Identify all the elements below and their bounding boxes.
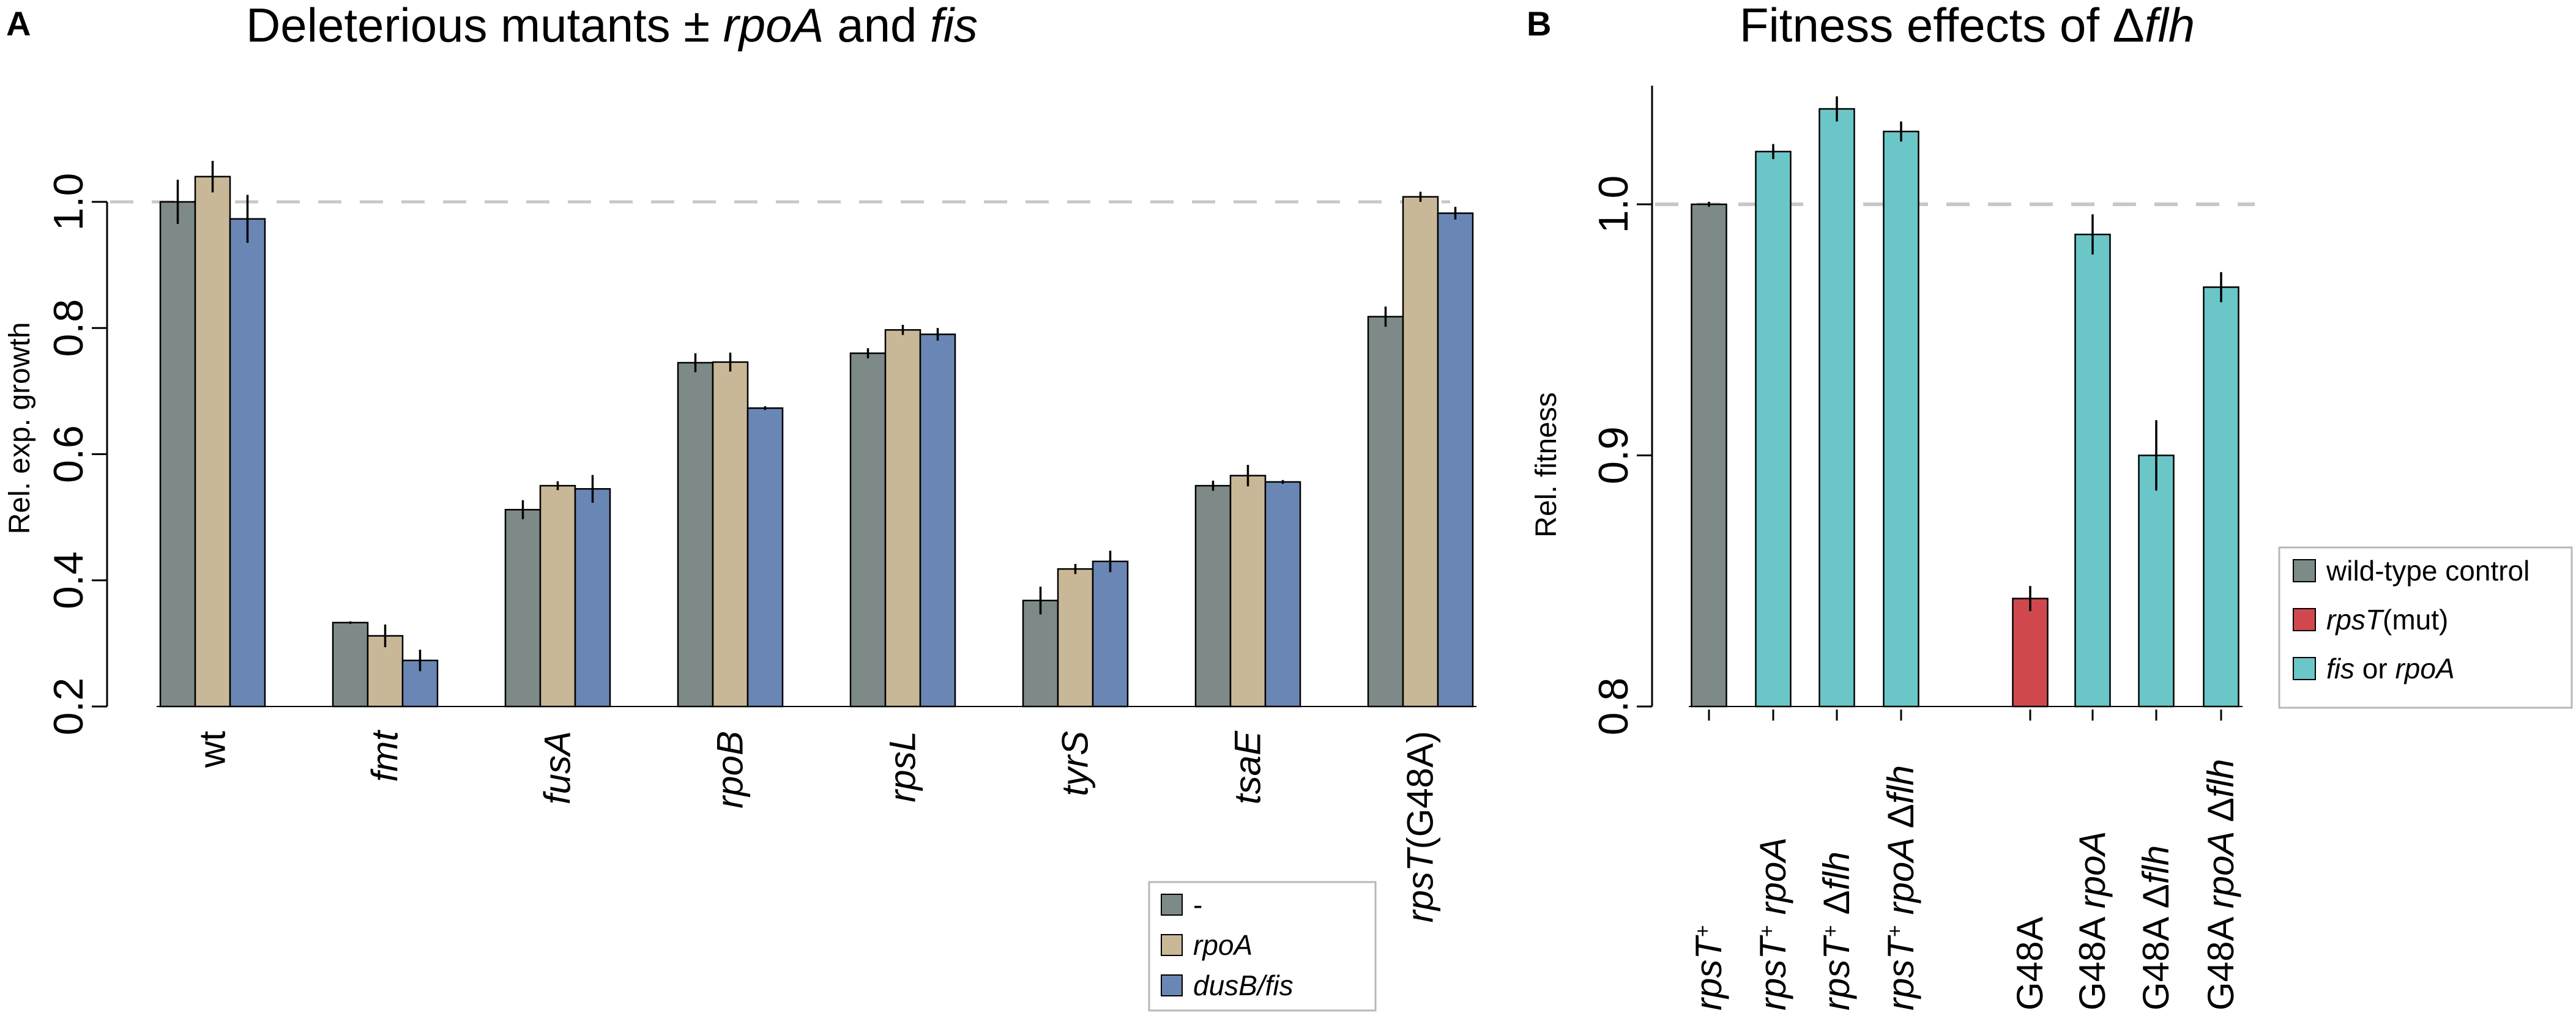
panel-b-y-ticks: 0.8 0.9 1.0	[1590, 176, 1652, 736]
panel-a-bars	[157, 160, 1476, 708]
legend-swatch-gray	[1161, 894, 1183, 916]
bar-rpsl-none	[849, 352, 887, 708]
bar-wt-none	[159, 201, 196, 708]
legend-label-none: -	[1193, 889, 1202, 921]
panel-a-legend-box	[1148, 881, 1377, 1012]
bar-rpob-rpoa	[712, 361, 749, 708]
bar-rpstplus-rpoa-dflh	[1883, 130, 1919, 708]
panel-b-bars	[1689, 96, 2243, 721]
bar-fmt-rpoa	[367, 635, 404, 708]
bar-tyrs-none	[1022, 599, 1059, 708]
bar-g48a-dflh	[2138, 454, 2175, 708]
bar-fusa-dusb-fis	[574, 488, 611, 708]
bar-fusa-none	[504, 509, 542, 708]
category-label-tsae: tsaE	[1227, 730, 1268, 804]
category-label-4: rpsT+ rpoA Δflh	[1880, 765, 1921, 1010]
bar-g48a-rpoa-dflh	[2203, 286, 2239, 708]
bar-rpst(g48a)-none	[1367, 316, 1404, 708]
bar-g48a-rpoa	[2074, 234, 2111, 708]
category-label-6: G48A rpoA	[2072, 831, 2113, 1010]
category-label-1: rpsT+	[1688, 925, 1729, 1010]
bar-wt-dusb-fis	[229, 218, 266, 708]
category-label-tyrs: tyrS	[1055, 731, 1096, 796]
panel-b-category-labels: rpsT+ rpsT+ rpoA rpsT+ Δflh rpsT+ rpoA Δflh…	[1688, 759, 2241, 1010]
bar-tsae-none	[1194, 484, 1232, 708]
panel-a-ytick-label: 1.0	[45, 173, 92, 231]
bar-rpstplus	[1691, 203, 1727, 708]
panel-b-title: Fitness effects of Δflh	[1740, 0, 2195, 52]
category-label-5: G48A	[2009, 917, 2050, 1010]
legend-label-1: wild-type control	[2326, 555, 2529, 587]
panel-a-ytick-label: 0.6	[45, 425, 92, 483]
legend-label-3: fis or rpoA	[2326, 653, 2455, 684]
bar-wt-rpoa	[194, 176, 231, 708]
panel-a-title: Deleterious mutants ± rpoA and fis	[246, 0, 978, 52]
panel-b-ytick-label: 0.9	[1590, 426, 1637, 484]
category-label-7: G48A Δflh	[2135, 845, 2176, 1010]
panel-a-ylabel: Rel. exp. growth	[4, 322, 36, 535]
category-label-2: rpsT+ rpoA	[1752, 837, 1793, 1010]
panel-a-letter: A	[6, 4, 31, 43]
category-label-fmt: fmt	[365, 730, 406, 782]
bar-rpsl-rpoa	[884, 329, 921, 708]
panel-a-y-ticks: 0.2 0.4 0.6 0.8 1.0	[45, 173, 107, 736]
category-label-rpsl: rpsL	[882, 731, 923, 803]
panel-b-ytick-label: 1.0	[1590, 176, 1637, 234]
category-label-wt: wt	[192, 731, 233, 768]
legend-swatch-red	[2293, 608, 2316, 631]
bar-fmt-none	[332, 621, 369, 708]
category-label-rpob: rpoB	[710, 731, 751, 809]
panel-b-ytick-label: 0.8	[1590, 678, 1637, 736]
category-label-rpstg48a: rpsT(G48A)	[1400, 731, 1441, 922]
panel-b-legend-box	[2278, 546, 2573, 709]
bar-g48a	[2012, 598, 2049, 708]
category-label-8: G48A rpoA Δflh	[2200, 759, 2241, 1010]
bar-tsae-dusb-fis	[1264, 481, 1301, 708]
category-label-fusa: fusA	[537, 731, 578, 804]
bar-rpstplus-dflh	[1818, 108, 1855, 708]
bar-tyrs-dusb-fis	[1092, 560, 1129, 708]
panel-a-ytick-label: 0.4	[45, 551, 92, 609]
legend-label-rpoa: rpoA	[1193, 929, 1253, 961]
legend-label-dusb-fis: dusB/fis	[1193, 970, 1294, 1001]
bar-rpstplus-rpoa	[1755, 150, 1792, 708]
legend-label-2: rpsT(mut)	[2326, 604, 2448, 636]
panel-b-legend: wild-type control rpsT(mut) fis or rpoA	[2278, 546, 2573, 709]
panel-a-legend: - rpoA dusB/fis	[1148, 881, 1377, 1012]
legend-swatch-gray	[2293, 559, 2316, 582]
bar-rpob-none	[677, 362, 714, 708]
bar-fusa-rpoa	[539, 484, 576, 708]
bar-tsae-rpoa	[1229, 475, 1267, 708]
category-label-3: rpsT+ Δflh	[1816, 851, 1857, 1010]
panel-b: B Fitness effects of Δflh Rel. fitness 0…	[1527, 0, 2573, 1010]
panel-a-ytick-label: 0.2	[45, 678, 92, 736]
bar-tyrs-rpoa	[1057, 568, 1094, 708]
bar-rpob-dusb-fis	[746, 407, 784, 708]
legend-swatch-teal	[2293, 657, 2316, 680]
bar-rpsl-dusb-fis	[919, 333, 956, 708]
panel-a: A Deleterious mutants ± rpoA and fis Rel…	[4, 0, 1476, 1012]
legend-swatch-tan	[1161, 934, 1183, 956]
panel-a-ytick-label: 0.8	[45, 299, 92, 357]
bar-rpst(g48a)-rpoa	[1402, 196, 1439, 708]
legend-swatch-blue	[1161, 974, 1183, 996]
panel-b-ylabel: Rel. fitness	[1530, 392, 1563, 537]
panel-a-category-labels: wt fmt fusA rpoB rpsL tyrS tsaE rpsT(G48A)	[192, 730, 1441, 923]
bar-rpst(g48a)-dusb-fis	[1437, 212, 1474, 708]
panel-b-letter: B	[1527, 4, 1551, 43]
